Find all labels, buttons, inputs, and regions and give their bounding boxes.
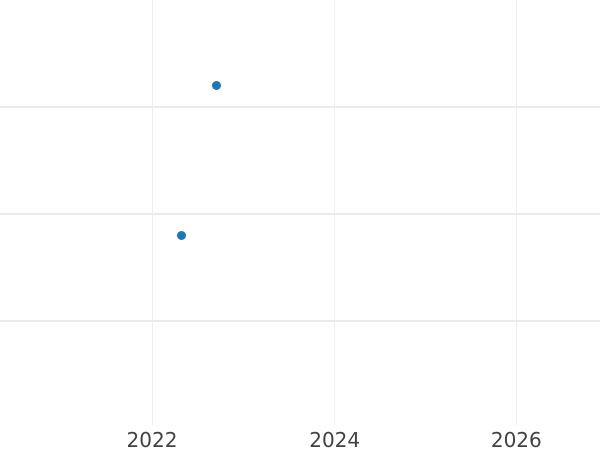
x-axis-tick-label: 2024 bbox=[309, 428, 361, 450]
x-axis-tick-label: 2022 bbox=[126, 428, 178, 450]
data-point bbox=[211, 81, 221, 90]
x-axis-tick-label: 2026 bbox=[490, 428, 542, 450]
horizontal-gridline bbox=[0, 319, 600, 322]
horizontal-gridline bbox=[0, 212, 600, 215]
data-point bbox=[176, 231, 186, 240]
horizontal-gridline bbox=[0, 106, 600, 108]
